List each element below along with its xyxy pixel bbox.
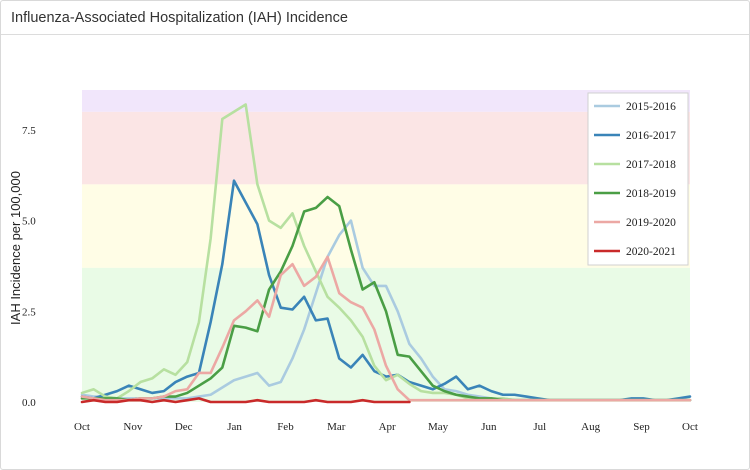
x-tick-label: Mar: [327, 421, 346, 433]
legend-label: 2016-2017: [626, 130, 676, 142]
x-tick-label: Jan: [227, 421, 242, 433]
y-tick-label: 0.0: [22, 397, 36, 409]
x-tick-label: Sep: [633, 421, 650, 433]
x-tick-label: Oct: [682, 421, 698, 433]
legend-item[interactable]: 2017-2018: [594, 159, 676, 171]
y-axis-ticks: 0.0 2.5 5.0 7.5: [22, 125, 36, 409]
severity-bands: [82, 90, 690, 402]
legend-label: 2019-2020: [626, 217, 676, 229]
legend[interactable]: 2015-2016 2016-2017 2017-2018 2018-2019 2019…: [587, 92, 689, 266]
legend-item[interactable]: 2015-2016: [594, 101, 676, 113]
band-3: [82, 90, 690, 112]
legend-label: 2017-2018: [626, 159, 676, 171]
y-axis-label: IAH Incidence per 100,000: [8, 171, 23, 325]
x-tick-label: Dec: [175, 421, 193, 433]
legend-label: 2015-2016: [626, 101, 676, 113]
y-tick-label: 2.5: [22, 306, 36, 318]
card-header: Influenza-Associated Hospitalization (IA…: [1, 1, 749, 35]
x-tick-label: Oct: [74, 421, 90, 433]
x-tick-label: Feb: [277, 421, 294, 433]
x-tick-label: Jun: [481, 421, 497, 433]
y-tick-label: 5.0: [22, 216, 36, 228]
x-tick-label: May: [428, 421, 449, 433]
series-line-2019-2020: [80, 255, 692, 402]
legend-item[interactable]: 2020-2021: [594, 246, 676, 258]
legend-label: 2020-2021: [626, 246, 676, 258]
x-axis-ticks: Oct Nov Dec Jan Feb Mar Apr May Jun Jul Aug Sep Oct: [74, 421, 698, 433]
legend-box: [587, 92, 689, 266]
legend-label: 2018-2019: [626, 188, 676, 200]
legend-item[interactable]: 2018-2019: [594, 188, 676, 200]
x-tick-label: Apr: [379, 421, 396, 433]
x-tick-label: Nov: [123, 421, 142, 433]
legend-item[interactable]: 2019-2020: [594, 217, 676, 229]
x-tick-label: Aug: [581, 421, 600, 433]
series-line-2020-2021: [80, 397, 411, 404]
series-lines: [80, 103, 692, 404]
legend-item[interactable]: 2016-2017: [594, 130, 676, 142]
card-title: Influenza-Associated Hospitalization (IA…: [11, 10, 348, 26]
x-tick-label: Jul: [533, 421, 546, 433]
y-tick-label: 7.5: [22, 125, 36, 137]
